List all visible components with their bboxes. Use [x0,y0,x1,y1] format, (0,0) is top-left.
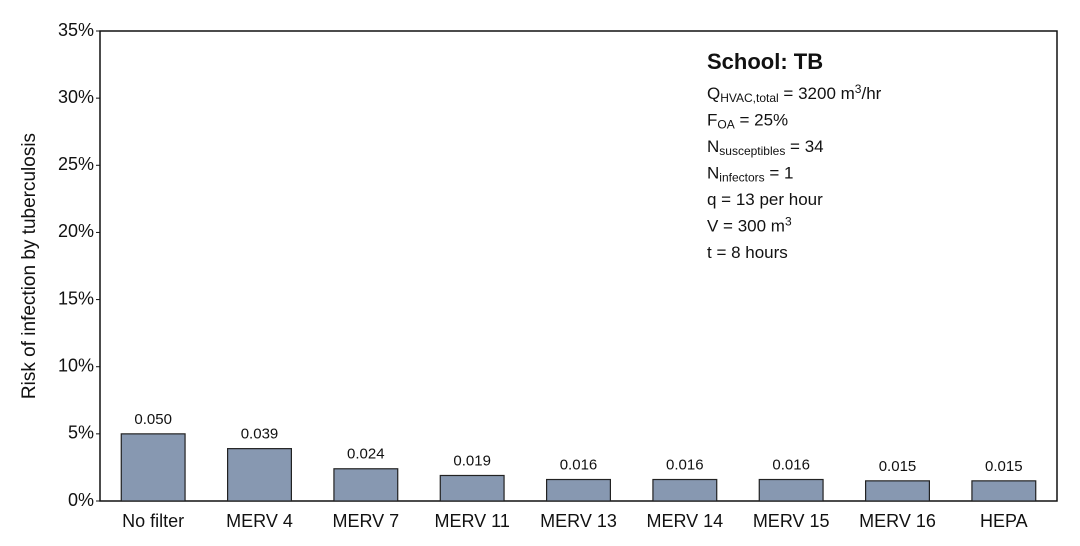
text: = 1 [765,164,794,183]
bar [120,433,186,502]
x-tick-label: MERV 16 [859,511,936,531]
x-tick-label: MERV 4 [226,511,293,531]
y-axis-label: Risk of infection by tuberculosis [19,133,40,399]
annotation-title: School: TB [707,49,823,74]
value-label: 0.015 [985,458,1023,475]
x-tick-label: MERV 15 [753,511,830,531]
text: = 25% [735,111,788,130]
text: Q [707,84,720,103]
bar [545,478,611,502]
x-tick-label: No filter [122,511,184,531]
value-label: 0.016 [666,456,704,473]
y-tick-label: 10% [58,355,94,375]
x-tick-label: HEPA [980,511,1028,531]
annotation-line: q = 13 per hour [707,190,823,209]
value-label: 0.015 [879,458,917,475]
superscript: 3 [855,82,862,96]
subscript: HVAC,total [720,91,778,105]
subscript: susceptibles [719,144,785,158]
value-label: 0.050 [134,411,172,428]
annotation-line: QHVAC,total = 3200 m3/hr [707,82,882,104]
y-tick-label: 25% [58,154,94,174]
subscript: infectors [719,170,764,184]
text: t = 8 hours [707,243,788,262]
text: q = 13 per hour [707,190,823,209]
x-tick-label: MERV 14 [646,511,723,531]
x-tick-label: MERV 7 [332,511,399,531]
value-label: 0.016 [560,456,598,473]
value-label: 0.039 [241,426,279,443]
x-tick-label: MERV 13 [540,511,617,531]
annotation-line: Nsusceptibles = 34 [707,137,824,157]
annotation-line: FOA = 25% [707,111,788,131]
text: F [707,111,717,130]
annotation-line: V = 300 m3 [707,215,792,236]
text: = 34 [785,137,823,156]
value-label: 0.024 [347,446,385,463]
bar [439,474,505,502]
value-label: 0.016 [772,456,810,473]
annotation-line: t = 8 hours [707,243,788,262]
superscript: 3 [785,215,792,229]
annotation-line: Ninfectors = 1 [707,164,793,184]
bar [971,480,1037,502]
y-tick-label: 15% [58,288,94,308]
y-tick-label: 20% [58,221,94,241]
bar [333,468,399,502]
value-label: 0.019 [453,452,491,469]
y-tick-label: 30% [58,87,94,107]
x-tick-label: MERV 11 [434,511,509,531]
bar [758,478,824,502]
text: N [707,137,719,156]
y-tick-label: 35% [58,20,94,40]
text: N [707,164,719,183]
bar [652,478,718,502]
text: V = 300 m [707,217,785,236]
bar [864,480,930,502]
y-tick-label: 5% [68,423,94,443]
text: = 3200 m [779,84,855,103]
subscript: OA [717,117,734,131]
bar [227,448,293,502]
y-tick-label: 0% [68,490,94,510]
text: /hr [861,84,881,103]
